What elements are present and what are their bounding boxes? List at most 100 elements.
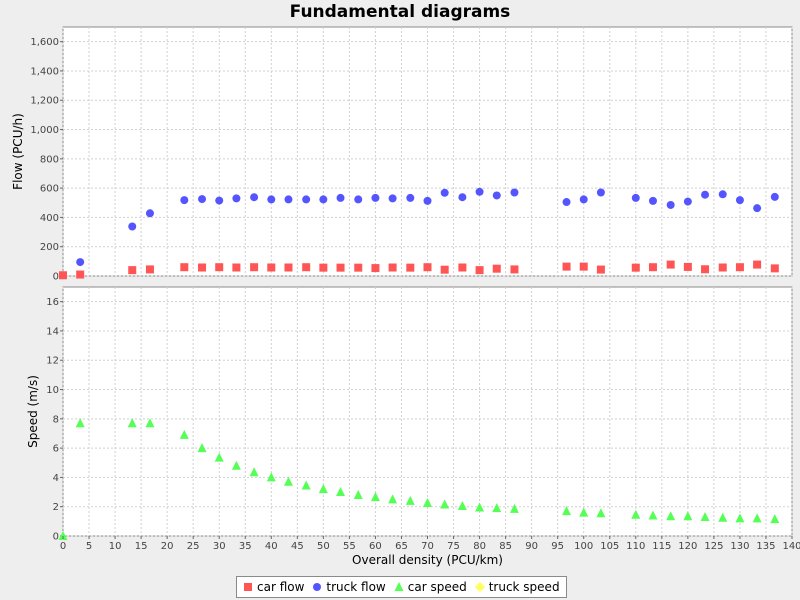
car-flow-point: [492, 264, 501, 273]
truck-flow-point: [336, 193, 345, 202]
car-flow-point: [423, 263, 432, 272]
car-speed-point: [370, 492, 380, 502]
car-flow-point: [631, 263, 640, 272]
x-tick-label: 70: [421, 541, 434, 552]
x-tick-label: 10: [109, 541, 122, 552]
x-tick-label: 45: [291, 541, 304, 552]
x-tick-label: 80: [473, 541, 486, 552]
legend-item-truck-speed: truck speed: [474, 580, 560, 594]
truck-flow-point: [180, 196, 189, 205]
car-flow-point: [371, 264, 380, 273]
car-flow-point: [683, 262, 692, 271]
truck-flow-point: [492, 191, 501, 200]
speed-ytick-label: 6: [53, 444, 59, 455]
flow-ytick-label: 800: [40, 154, 59, 165]
car-speed-point: [457, 500, 467, 510]
car-speed-point: [631, 509, 641, 519]
x-axis-title: Overall density (PCU/km): [352, 553, 503, 567]
truck-flow-point: [423, 196, 432, 205]
legend-marker-circle: [313, 583, 322, 591]
x-tick-label: 95: [551, 541, 564, 552]
legend-label: car speed: [407, 580, 467, 594]
car-speed-point: [318, 484, 328, 494]
car-speed-point: [58, 531, 68, 540]
car-flow-point: [579, 262, 588, 271]
speed-ytick-label: 14: [46, 326, 59, 337]
flow-ytick-label: 1,000: [30, 125, 59, 136]
truck-flow-point: [232, 194, 241, 203]
x-tick-label: 20: [161, 541, 174, 552]
speed-ytick-label: 16: [46, 297, 59, 308]
truck-flow-point: [510, 188, 519, 197]
car-flow-point: [510, 265, 519, 274]
car-flow-point: [388, 263, 397, 272]
car-speed-point: [145, 418, 155, 428]
speed-ytick-label: 10: [46, 385, 59, 396]
x-tick-label: 140: [782, 541, 800, 552]
flow-y-axis-title: Flow (PCU/h): [11, 113, 25, 190]
x-tick-label: 75: [447, 541, 460, 552]
speed-ytick-label: 2: [53, 502, 59, 513]
car-speed-point: [683, 511, 693, 521]
car-flow-point: [406, 263, 415, 272]
x-tick-label: 115: [652, 541, 671, 552]
car-flow-point: [284, 263, 293, 272]
car-flow-point: [198, 263, 207, 272]
car-speed-point: [440, 499, 450, 509]
car-flow-point: [475, 266, 484, 275]
car-flow-point: [718, 263, 727, 272]
truck-flow-point: [475, 187, 484, 196]
car-flow-point: [128, 266, 137, 275]
truck-flow-point: [753, 204, 762, 213]
car-flow-point: [232, 263, 241, 272]
flow-ytick-label: 0: [53, 272, 59, 283]
chart-legend: car flow truck flow car speed truck speed: [236, 576, 567, 598]
car-speed-point: [475, 502, 485, 512]
truck-flow-point: [215, 196, 224, 205]
x-tick-label: 35: [239, 541, 252, 552]
car-speed-point: [266, 472, 276, 482]
car-speed-point: [405, 495, 415, 505]
x-tick-label: 100: [574, 541, 593, 552]
truck-flow-point: [267, 195, 276, 204]
car-speed-point: [509, 503, 519, 513]
car-speed-point: [423, 498, 432, 508]
car-flow-point: [145, 265, 154, 274]
truck-flow-point: [250, 193, 259, 202]
x-tick-label: 50: [317, 541, 330, 552]
flow-ytick-label: 1,200: [30, 96, 59, 107]
car-flow-point: [666, 260, 675, 269]
x-tick-label: 135: [756, 541, 775, 552]
truck-flow-point: [128, 222, 137, 231]
flow-ytick-label: 600: [40, 184, 59, 195]
truck-flow-point: [631, 193, 640, 202]
car-speed-point: [197, 443, 207, 453]
car-speed-point: [127, 418, 137, 428]
car-speed-point: [231, 460, 241, 470]
car-flow-point: [180, 263, 189, 272]
speed-y-axis-title: Speed (m/s): [26, 375, 40, 448]
legend-item-car-flow: car flow: [243, 580, 304, 594]
truck-flow-point: [388, 194, 397, 203]
speed-ytick-label: 4: [53, 473, 59, 484]
truck-flow-point: [371, 193, 380, 202]
car-flow-point: [753, 260, 762, 269]
car-flow-point: [440, 265, 449, 274]
car-flow-point: [458, 263, 467, 272]
car-speed-point: [579, 507, 589, 517]
truck-flow-point: [319, 195, 328, 204]
legend-item-car-speed: car speed: [394, 580, 467, 594]
car-speed-point: [179, 429, 189, 439]
x-tick-label: 105: [600, 541, 619, 552]
car-flow-point: [59, 271, 67, 280]
car-flow-point: [770, 264, 779, 273]
car-speed-point: [596, 508, 606, 518]
car-flow-point: [701, 265, 710, 274]
car-flow-point: [562, 262, 571, 271]
speed-ytick-label: 12: [46, 356, 59, 367]
car-speed-point: [301, 480, 311, 490]
car-speed-point: [735, 513, 745, 523]
car-flow-point: [336, 263, 345, 272]
flow-ytick-label: 400: [40, 213, 59, 224]
